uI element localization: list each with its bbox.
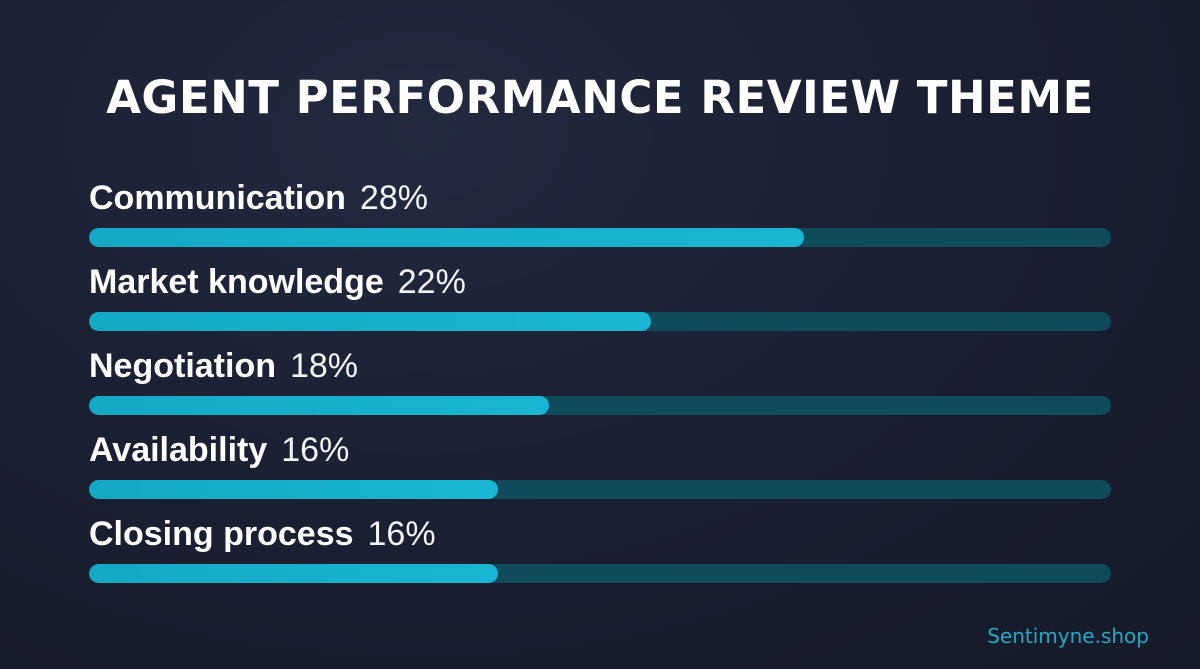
bar-fill	[89, 396, 549, 415]
bar-label: Communication 28%	[89, 176, 428, 220]
value-label: 28%	[359, 179, 428, 217]
bar-row: Market knowledge 22%	[89, 260, 1111, 331]
value-label: 18%	[289, 347, 359, 385]
bar-track	[89, 312, 1111, 331]
bar-track	[89, 228, 1111, 247]
bar-fill	[89, 564, 498, 583]
category-label: Communication	[89, 179, 346, 217]
bar-fill	[89, 480, 498, 499]
bar-track	[89, 480, 1111, 499]
bar-label: Market knowledge 22%	[89, 260, 466, 304]
bar-track	[89, 396, 1111, 415]
bar-label: Closing process 16%	[89, 512, 436, 556]
value-label: 22%	[397, 263, 466, 301]
value-label: 16%	[281, 431, 350, 469]
bar-label: Availability 16%	[89, 428, 349, 472]
category-label: Negotiation	[89, 347, 276, 385]
bar-fill	[89, 228, 804, 247]
category-label: Market knowledge	[89, 263, 384, 301]
bar-row: Closing process 16%	[89, 512, 1111, 583]
bar-fill	[89, 312, 651, 331]
category-label: Availability	[89, 431, 268, 469]
bar-row: Negotiation 18%	[89, 344, 1111, 415]
chart-title: AGENT PERFORMANCE REVIEW THEME	[106, 71, 1094, 124]
value-label: 16%	[367, 515, 436, 553]
brand-watermark: Sentimyne.shop	[987, 624, 1149, 648]
bar-track	[89, 564, 1111, 583]
bar-row: Availability 16%	[89, 428, 1111, 499]
bar-row: Communication 28%	[89, 176, 1111, 247]
category-label: Closing process	[89, 515, 354, 553]
bar-label: Negotiation 18%	[89, 344, 358, 388]
